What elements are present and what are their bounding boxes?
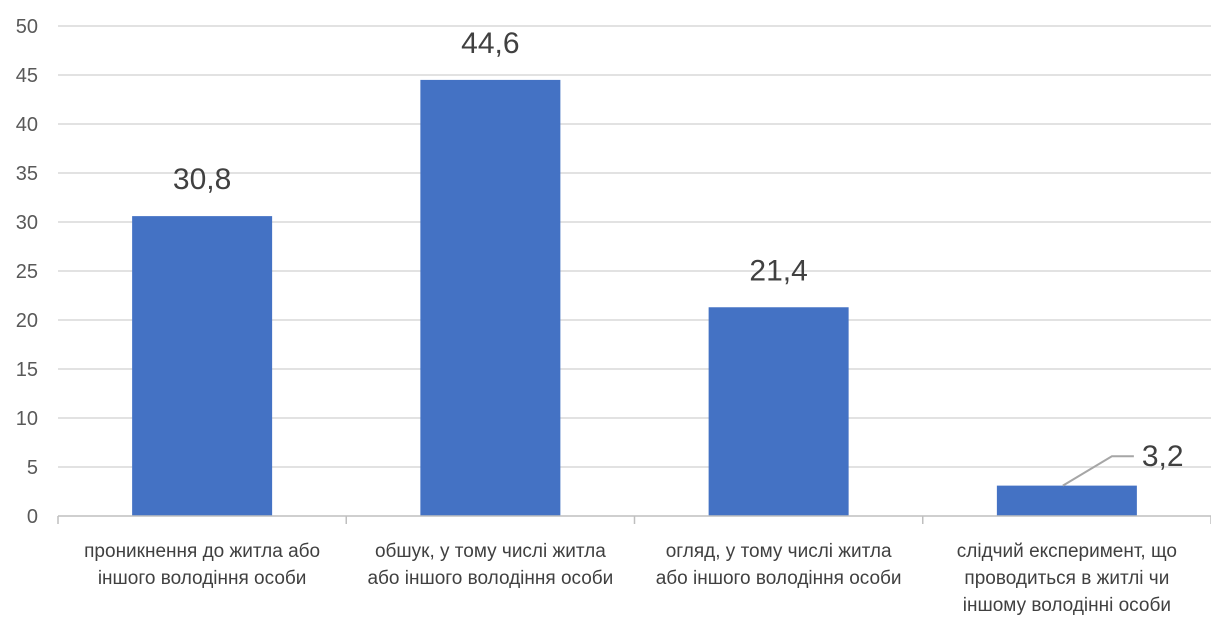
x-category-label-line: або іншого володіння особи: [367, 568, 613, 589]
y-tick-label: 0: [27, 506, 38, 528]
x-category-label: обшук, у тому числі житла або іншого воло…: [367, 541, 613, 589]
x-axis: [58, 516, 1211, 524]
y-tick-label: 5: [27, 457, 38, 479]
y-tick-label: 10: [16, 408, 38, 430]
x-category-label-line: слідчий експеримент, що: [957, 541, 1177, 562]
y-tick-label: 45: [16, 65, 38, 87]
x-category-label-line: огляд, у тому числі житла: [666, 541, 892, 562]
x-category-label: проникнення до житла або іншого володіння…: [84, 541, 320, 589]
y-tick-label: 30: [16, 212, 38, 234]
y-axis-ticks: 0 5 10 15 20 25 30 35 40 45 50: [16, 16, 38, 528]
data-label: 30,8: [173, 163, 231, 196]
bar: [709, 307, 849, 516]
data-label: 44,6: [461, 27, 519, 60]
x-category-label-line: або іншого володіння особи: [656, 568, 902, 589]
x-category-label-line: проводиться в житлі чи: [964, 568, 1169, 589]
bars: [132, 80, 1137, 516]
bar: [420, 80, 560, 516]
y-tick-label: 35: [16, 163, 38, 185]
category-labels: проникнення до житла або іншого володіння…: [84, 541, 1177, 616]
y-tick-label: 25: [16, 261, 38, 283]
bar: [997, 486, 1137, 516]
x-category-label: слідчий експеримент, що проводиться в жит…: [957, 541, 1177, 616]
bar: [132, 216, 272, 516]
y-tick-label: 20: [16, 310, 38, 332]
leader-line: [1063, 456, 1134, 485]
x-category-label-line: іншому володінні особи: [963, 595, 1171, 616]
x-category-label-line: іншого володіння особи: [98, 568, 307, 589]
x-category-label: огляд, у тому числі житла або іншого воло…: [656, 541, 902, 589]
data-label: 3,2: [1142, 440, 1184, 473]
data-labels: 30,8 44,6 21,4 3,2: [173, 27, 1184, 486]
y-tick-label: 40: [16, 114, 38, 136]
x-category-label-line: обшук, у тому числі житла: [375, 541, 606, 562]
x-category-label-line: проникнення до житла або: [84, 541, 320, 562]
y-tick-label: 50: [16, 16, 38, 38]
data-label: 21,4: [749, 254, 807, 287]
y-tick-label: 15: [16, 359, 38, 381]
